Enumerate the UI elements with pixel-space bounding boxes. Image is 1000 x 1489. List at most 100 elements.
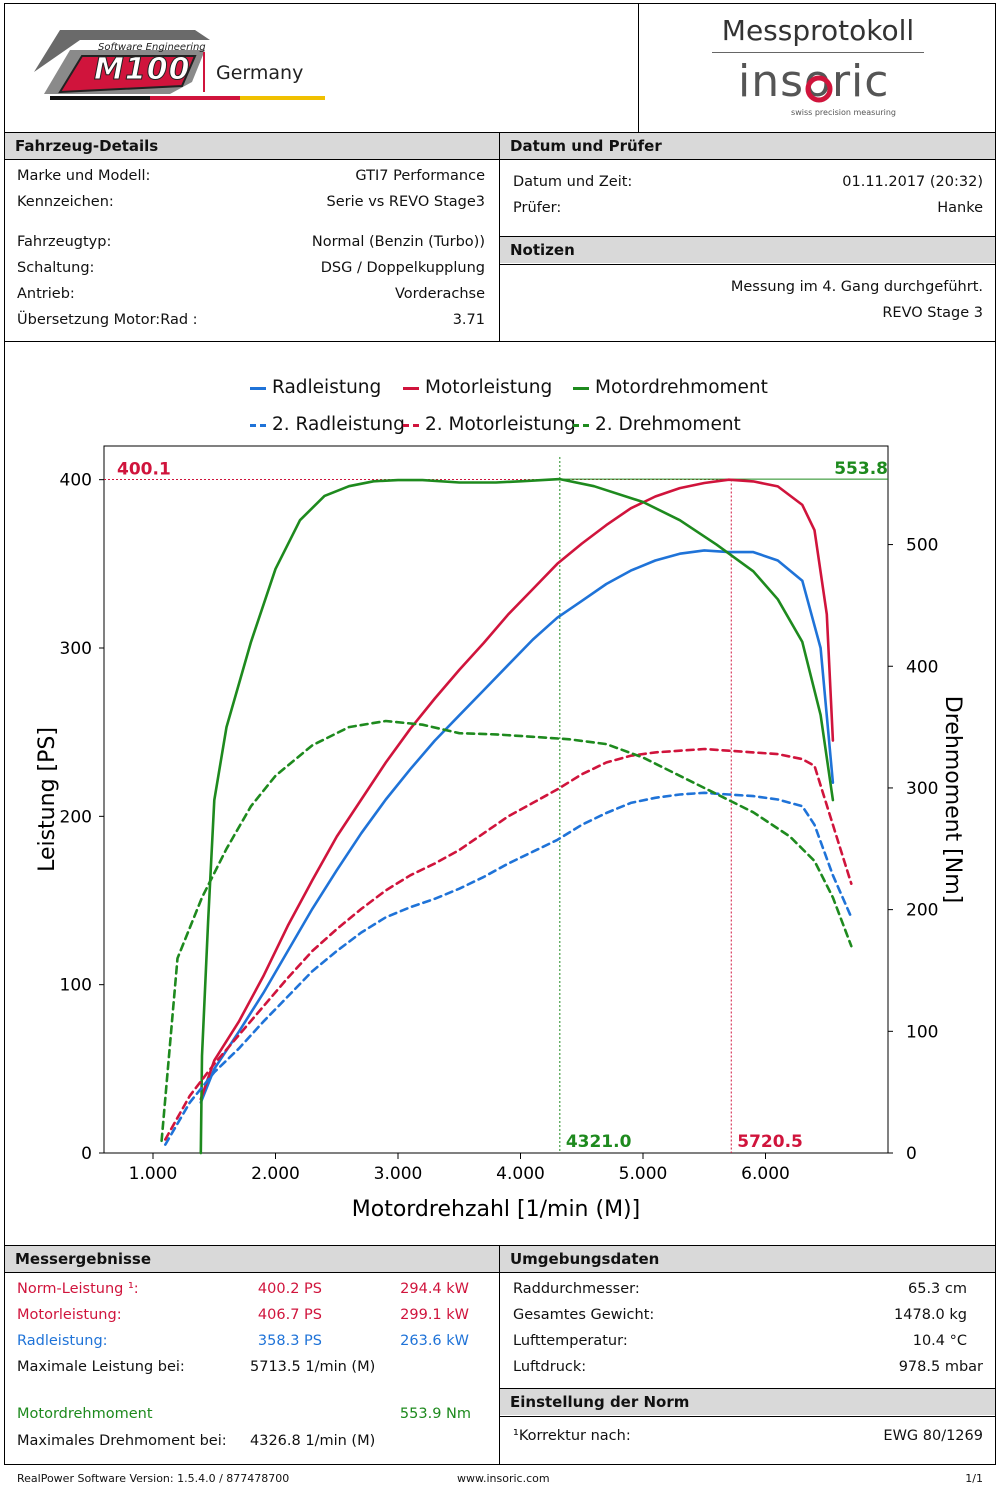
result-maxpower-value: 5713.5 1/min (M)	[250, 1359, 376, 1375]
result-motor-kw: 299.1 kW	[400, 1307, 469, 1323]
results-heading-line	[4, 1272, 996, 1273]
logo-brand: M100	[93, 52, 191, 88]
env-label-weight: Gesamtes Gewicht:	[513, 1307, 655, 1323]
result-maxpower-label: Maximale Leistung bei:	[17, 1359, 185, 1375]
series-line-5	[164, 747, 853, 1141]
date-label-datetime: Datum und Zeit:	[513, 174, 633, 190]
x-tick-label: 1.000	[129, 1164, 178, 1184]
footer-page: 1/1	[965, 1472, 983, 1485]
vehicle-label-gearbox: Schaltung:	[17, 260, 95, 276]
max-torque-value-label: 553.8	[834, 459, 888, 479]
legend-2-motorleistung: 2. Motorleistung	[403, 414, 576, 435]
legend-swatch-solid-red	[403, 386, 419, 390]
m100-logo: Software Engineering M100 Germany	[20, 22, 340, 106]
y2-axis-label: Drehmoment [Nm]	[940, 696, 965, 903]
date-label-examiner: Prüfer:	[513, 200, 562, 216]
date-heading: Datum und Prüfer	[500, 133, 995, 159]
y2-tick-label: 500	[906, 536, 938, 556]
logo-country: Germany	[216, 62, 304, 84]
max-torque-rpm-label: 4321.0	[566, 1132, 632, 1152]
footer-url: www.insoric.com	[457, 1472, 550, 1485]
title-underline	[712, 52, 924, 53]
insoric-o-icon	[805, 75, 833, 103]
footer-version: RealPower Software Version: 1.5.4.0 / 87…	[17, 1472, 290, 1485]
header-bottom-line	[4, 132, 996, 133]
notes-line-1: Messung im 4. Gang durchgeführt.	[730, 279, 983, 295]
legend-motorleistung: Motorleistung	[403, 377, 552, 398]
norm-label: ¹Korrektur nach:	[513, 1428, 631, 1444]
y2-tick-label: 0	[906, 1144, 917, 1164]
result-wheel-kw: 263.6 kW	[400, 1333, 469, 1349]
legend-label-2-motorleistung: 2. Motorleistung	[425, 414, 576, 435]
header-divider	[638, 3, 639, 132]
x-tick-label: 5.000	[619, 1164, 668, 1184]
page-frame	[4, 3, 996, 1465]
result-maxtorque-value: 4326.8 1/min (M)	[250, 1433, 376, 1449]
result-norm-kw: 294.4 kW	[400, 1281, 469, 1297]
date-value-datetime: 01.11.2017 (20:32)	[842, 174, 983, 190]
y-tick-label: 400	[60, 471, 92, 491]
result-wheel-ps: 358.3 PS	[257, 1333, 322, 1349]
series-line-2	[199, 478, 835, 1101]
legend-label-motorleistung: Motorleistung	[425, 377, 553, 398]
environment-heading: Umgebungsdaten	[500, 1246, 995, 1272]
notes-line-2: REVO Stage 3	[882, 305, 983, 321]
norm-value: EWG 80/1269	[883, 1428, 983, 1444]
y2-tick-label: 100	[906, 1022, 938, 1042]
env-label-wheel: Raddurchmesser:	[513, 1281, 640, 1297]
logo-subtitle: Software Engineering	[98, 42, 206, 53]
plot-area	[103, 445, 889, 1154]
notes-heading: Notizen	[500, 237, 995, 263]
legend-swatch-dashed-blue	[250, 423, 266, 427]
env-value-weight: 1478.0 kg	[894, 1307, 967, 1323]
env-value-wheel: 65.3 cm	[908, 1281, 967, 1297]
legend-swatch-solid-blue	[250, 386, 266, 390]
insoric-tagline: swiss precision measuring	[791, 108, 896, 117]
result-torque-value: 553.9 Nm	[399, 1406, 471, 1422]
results-divider	[499, 1246, 500, 1465]
y-tick-label: 100	[60, 976, 92, 996]
y-axis-label: Leistung [PS]	[35, 727, 60, 872]
date-heading-line	[499, 159, 996, 160]
x-tick-label: 4.000	[496, 1164, 545, 1184]
result-motor-label: Motorleistung:	[17, 1307, 122, 1323]
norm-heading-line	[499, 1416, 996, 1417]
legend-2-radleistung: 2. Radleistung	[250, 414, 405, 435]
norm-top-line	[499, 1388, 996, 1389]
legend-label-radleistung: Radleistung	[272, 377, 382, 398]
vehicle-value-drive: Vorderachse	[395, 286, 485, 302]
notes-heading-line	[499, 264, 996, 265]
vehicle-value-ratio: 3.71	[452, 312, 485, 328]
vehicle-label-model: Marke und Modell:	[17, 168, 151, 184]
result-motor-ps: 406.7 PS	[257, 1307, 322, 1323]
legend-2-drehmoment: 2. Drehmoment	[573, 414, 741, 435]
y-tick-label: 300	[60, 639, 92, 659]
series-line-3	[199, 477, 835, 1155]
y-tick-label: 200	[60, 807, 92, 827]
y-tick-label: 0	[81, 1144, 92, 1164]
vehicle-label-ratio: Übersetzung Motor:Rad :	[17, 312, 198, 328]
series-line-1	[199, 549, 835, 1104]
series-line-6	[160, 719, 853, 1143]
legend-motordrehmoment: Motordrehmoment	[573, 377, 768, 398]
legend-radleistung: Radleistung	[250, 377, 381, 398]
dyno-chart: 1.000 2.000 3.000 4.000 5.000 6.000 0 100 200 300…	[35, 445, 965, 1222]
legend-swatch-dashed-green	[573, 423, 589, 427]
details-bottom-line	[4, 341, 996, 342]
env-value-temp: 10.4 °C	[912, 1333, 967, 1349]
vehicle-heading: Fahrzeug-Details	[5, 133, 499, 159]
vehicle-label-drive: Antrieb:	[17, 286, 75, 302]
vehicle-value-type: Normal (Benzin (Turbo))	[311, 234, 485, 250]
notes-top-line	[499, 236, 996, 237]
legend-swatch-dashed-red	[403, 423, 419, 427]
date-value-examiner: Hanke	[937, 200, 983, 216]
result-torque-label: Motordrehmoment	[17, 1406, 153, 1422]
y2-tick-label: 400	[906, 657, 938, 677]
x-tick-label: 2.000	[251, 1164, 300, 1184]
result-maxtorque-label: Maximales Drehmoment bei:	[17, 1433, 227, 1449]
y2-tick-label: 300	[906, 779, 938, 799]
max-power-value-label: 400.1	[117, 459, 171, 479]
page-title: Messprotokoll	[721, 14, 915, 47]
legend-label-2-drehmoment: 2. Drehmoment	[595, 414, 741, 435]
x-axis-label: Motordrehzahl [1/min (M)]	[352, 1197, 640, 1222]
